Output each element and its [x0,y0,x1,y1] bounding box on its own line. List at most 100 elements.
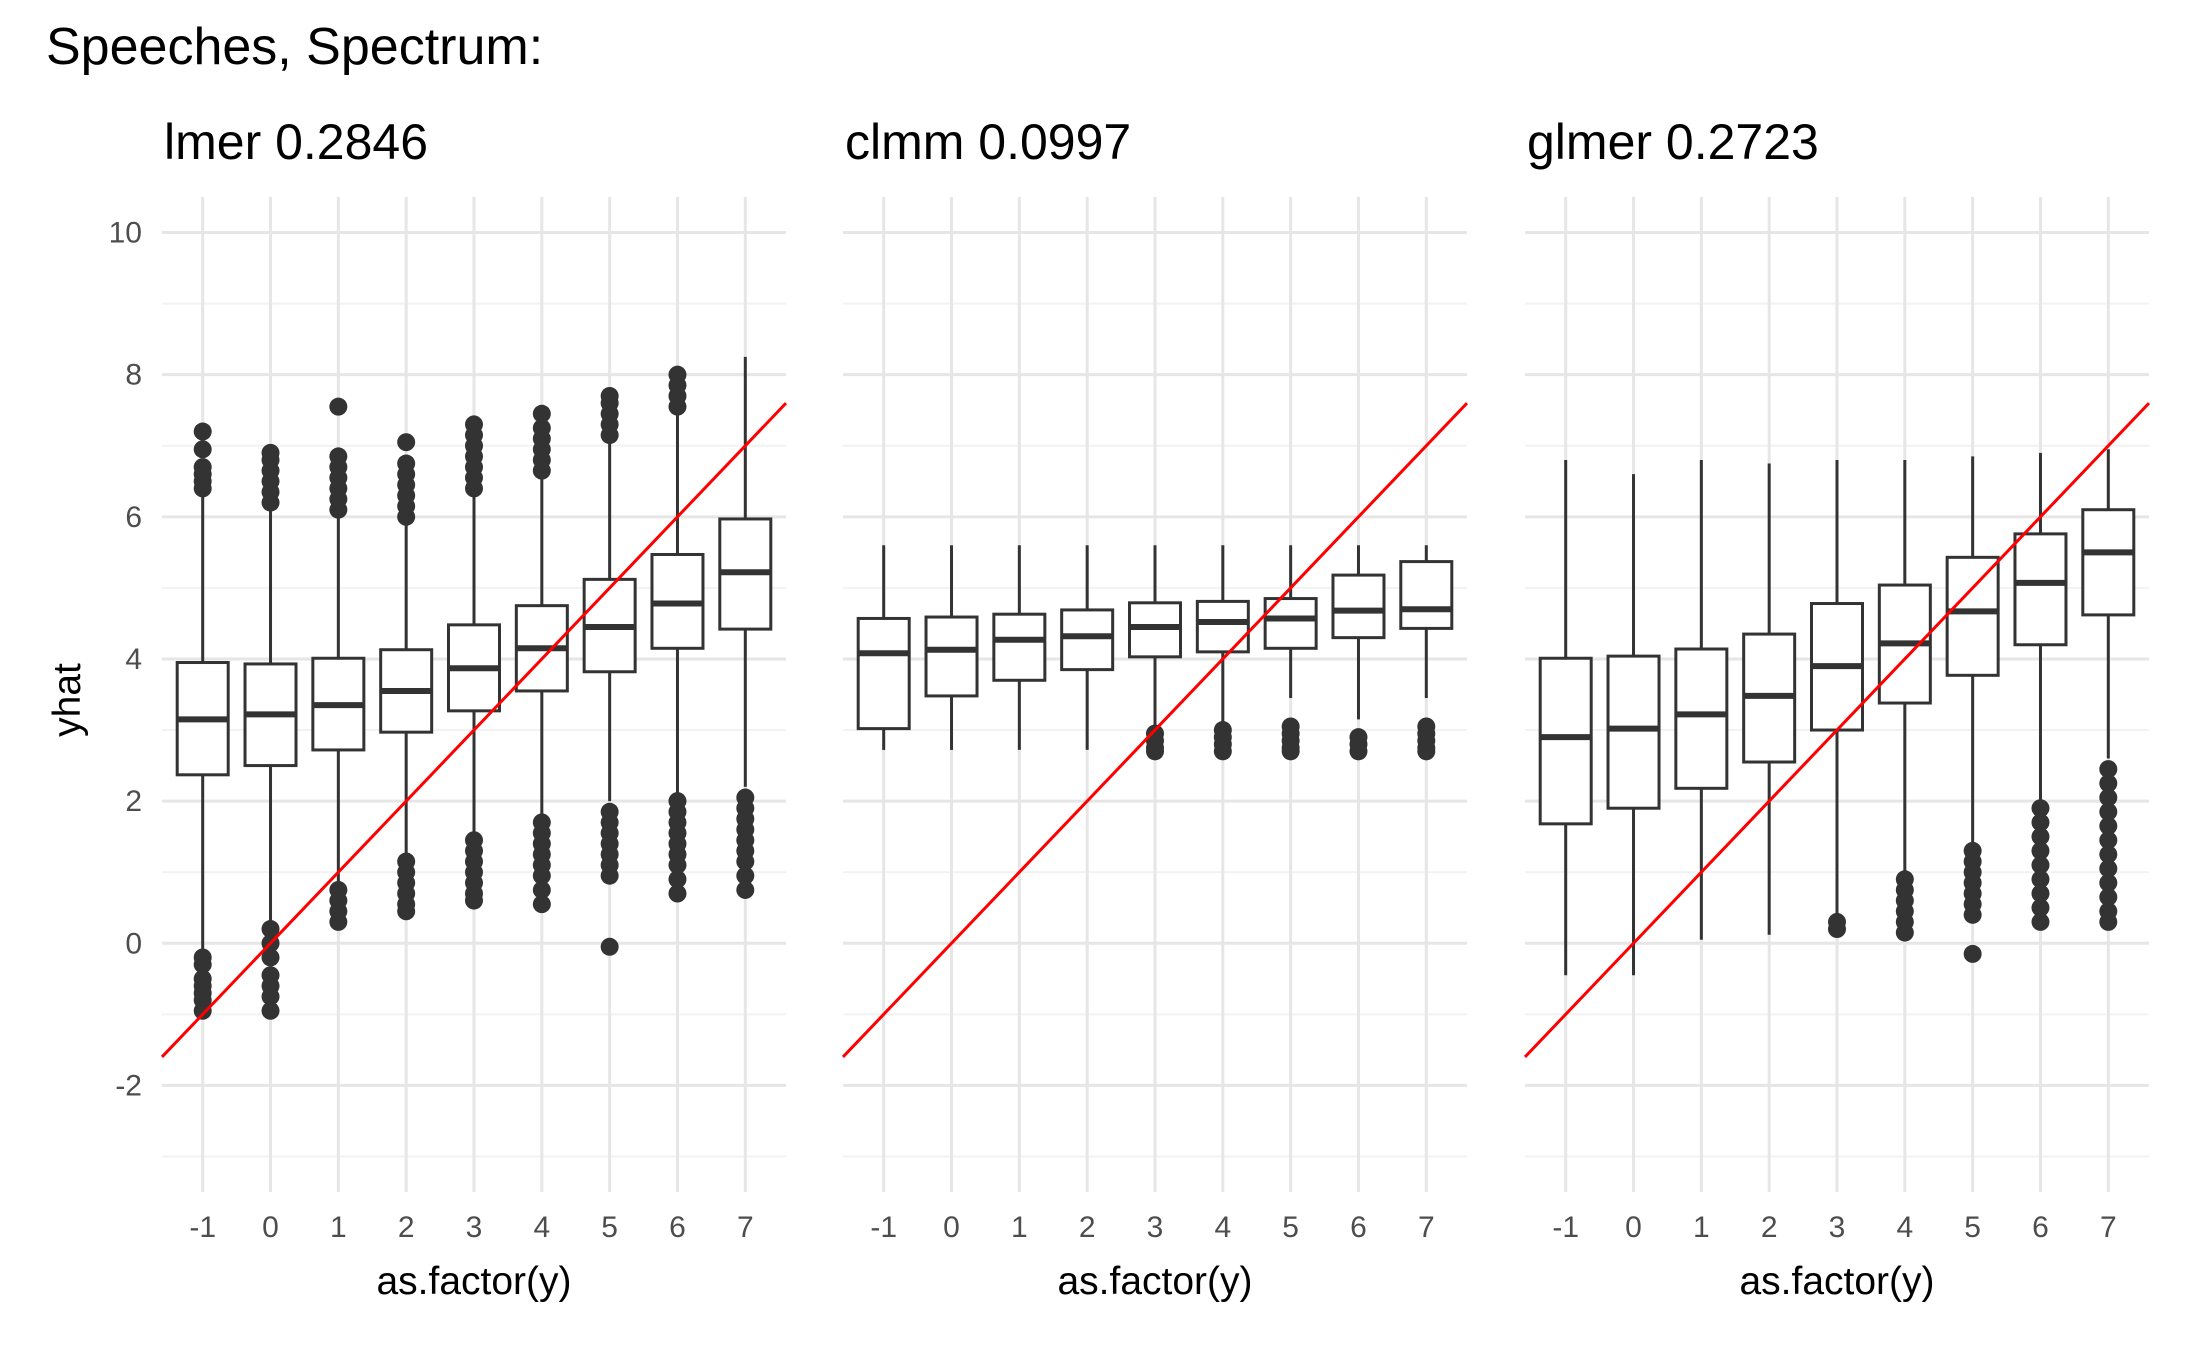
x-tick-label: 2 [398,1211,415,1244]
outlier-point [2099,888,2118,907]
x-tick-label: 0 [1625,1211,1642,1244]
reference-line [841,402,1469,1058]
box-4 [1195,545,1250,761]
outlier-point [2031,898,2050,917]
outlier-point [2099,760,2118,779]
outlier-point [736,866,755,885]
x-tick-label: 4 [533,1211,550,1244]
reference-line [160,402,788,1058]
x-tick-label: 2 [1761,1211,1778,1244]
outlier-point [2031,841,2050,860]
outlier-point [1281,742,1300,761]
x-tick-label: 5 [601,1211,618,1244]
chart-title: Speeches, Spectrum: [46,18,543,76]
x-tick-label: 5 [1964,1211,1981,1244]
box-5 [1945,456,2000,963]
box-iqr [992,612,1047,682]
outlier-point [1146,742,1164,761]
outlier-point [1417,742,1436,761]
box-3 [1810,459,1864,939]
outlier-point [2099,802,2118,821]
outlier-point [1963,944,1982,963]
box-iqr [1606,654,1661,810]
x-tick-label: 6 [2032,1211,2049,1244]
y-tick-label: -2 [115,1069,142,1102]
x-tick-label: -1 [189,1211,216,1244]
box-6 [650,365,705,903]
x-tick-label: 6 [1350,1211,1367,1244]
box-iqr [1945,555,2000,677]
box-3 [447,415,501,910]
outlier-point [2031,912,2050,931]
y-axis-title: yhat [46,663,89,737]
outlier-point [329,912,348,931]
outlier-point [532,404,551,423]
outlier-point [193,1001,212,1020]
outlier-point [600,387,619,405]
box-7 [718,356,773,899]
panel-title: glmer 0.2723 [1527,114,1819,170]
outlier-point [2031,856,2050,875]
outlier-point [2099,845,2118,864]
outlier-point [465,415,483,434]
outlier-point [2031,884,2050,903]
box-iqr [1331,573,1386,640]
box-7 [1399,545,1454,761]
outlier-point [1963,905,1982,924]
box-0 [243,443,298,1020]
box-1 [992,545,1047,750]
outlier-point [1828,920,1846,939]
box-iqr [1060,608,1115,672]
panel-2: -1 0 1 2 3 4 5 6 7 clmm 0.0997 as.factor(y) [841,114,1469,1303]
outlier-point [2099,873,2118,892]
outlier-point [532,418,551,437]
outlier-point [261,920,280,939]
box-1 [1674,459,1729,940]
outlier-point [668,365,687,384]
x-tick-label: 7 [737,1211,754,1244]
box-7 [2081,449,2136,931]
x-tick-label: 0 [262,1211,279,1244]
box--1 [856,545,911,750]
outlier-point [193,955,212,974]
outlier-point [668,870,687,889]
outlier-point [397,902,416,921]
x-tick-label: 3 [466,1211,483,1244]
x-tick-label: 7 [2100,1211,2117,1244]
panels: -1 0 1 2 3 4 5 6 7 lmer 0.2846 as.factor(y) -1 0 1 2 3 4… [109,114,2151,1303]
outlier-point [261,443,280,462]
outlier-point [465,891,483,910]
outlier-point [261,948,280,967]
x-axis-title: as.factor(y) [1057,1260,1252,1303]
box-6 [1331,545,1386,761]
x-axis-title: as.factor(y) [1739,1260,1934,1303]
x-tick-label: 1 [1011,1211,1028,1244]
x-tick-label: 3 [1147,1211,1164,1244]
box-iqr [2013,532,2068,647]
box-6 [2013,452,2068,931]
outlier-point [668,856,687,875]
y-tick-label: 0 [125,927,142,960]
outlier-point [261,1001,280,1020]
outlier-point [2099,831,2118,850]
outlier-point [193,440,212,459]
box-2 [1060,545,1115,750]
panel-title: clmm 0.0997 [845,114,1131,170]
y-tick-label: 8 [125,359,142,392]
outlier-point [397,454,416,473]
outlier-point [329,397,348,416]
box-1 [311,397,366,931]
box-4 [1877,459,1932,942]
x-axis-title: as.factor(y) [376,1260,571,1303]
x-tick-label: 4 [1896,1211,1913,1244]
panel-3: -1 0 1 2 3 4 5 6 7 glmer 0.2723 as.factor(y) [1523,114,2151,1303]
outlier-point [532,880,551,899]
box-2 [1742,463,1797,935]
y-tick-label: 2 [125,785,142,818]
outlier-point [2099,774,2118,793]
outlier-point [532,866,551,885]
x-tick-label: -1 [1552,1211,1579,1244]
outlier-point [736,852,755,871]
x-tick-label: -1 [870,1211,897,1244]
